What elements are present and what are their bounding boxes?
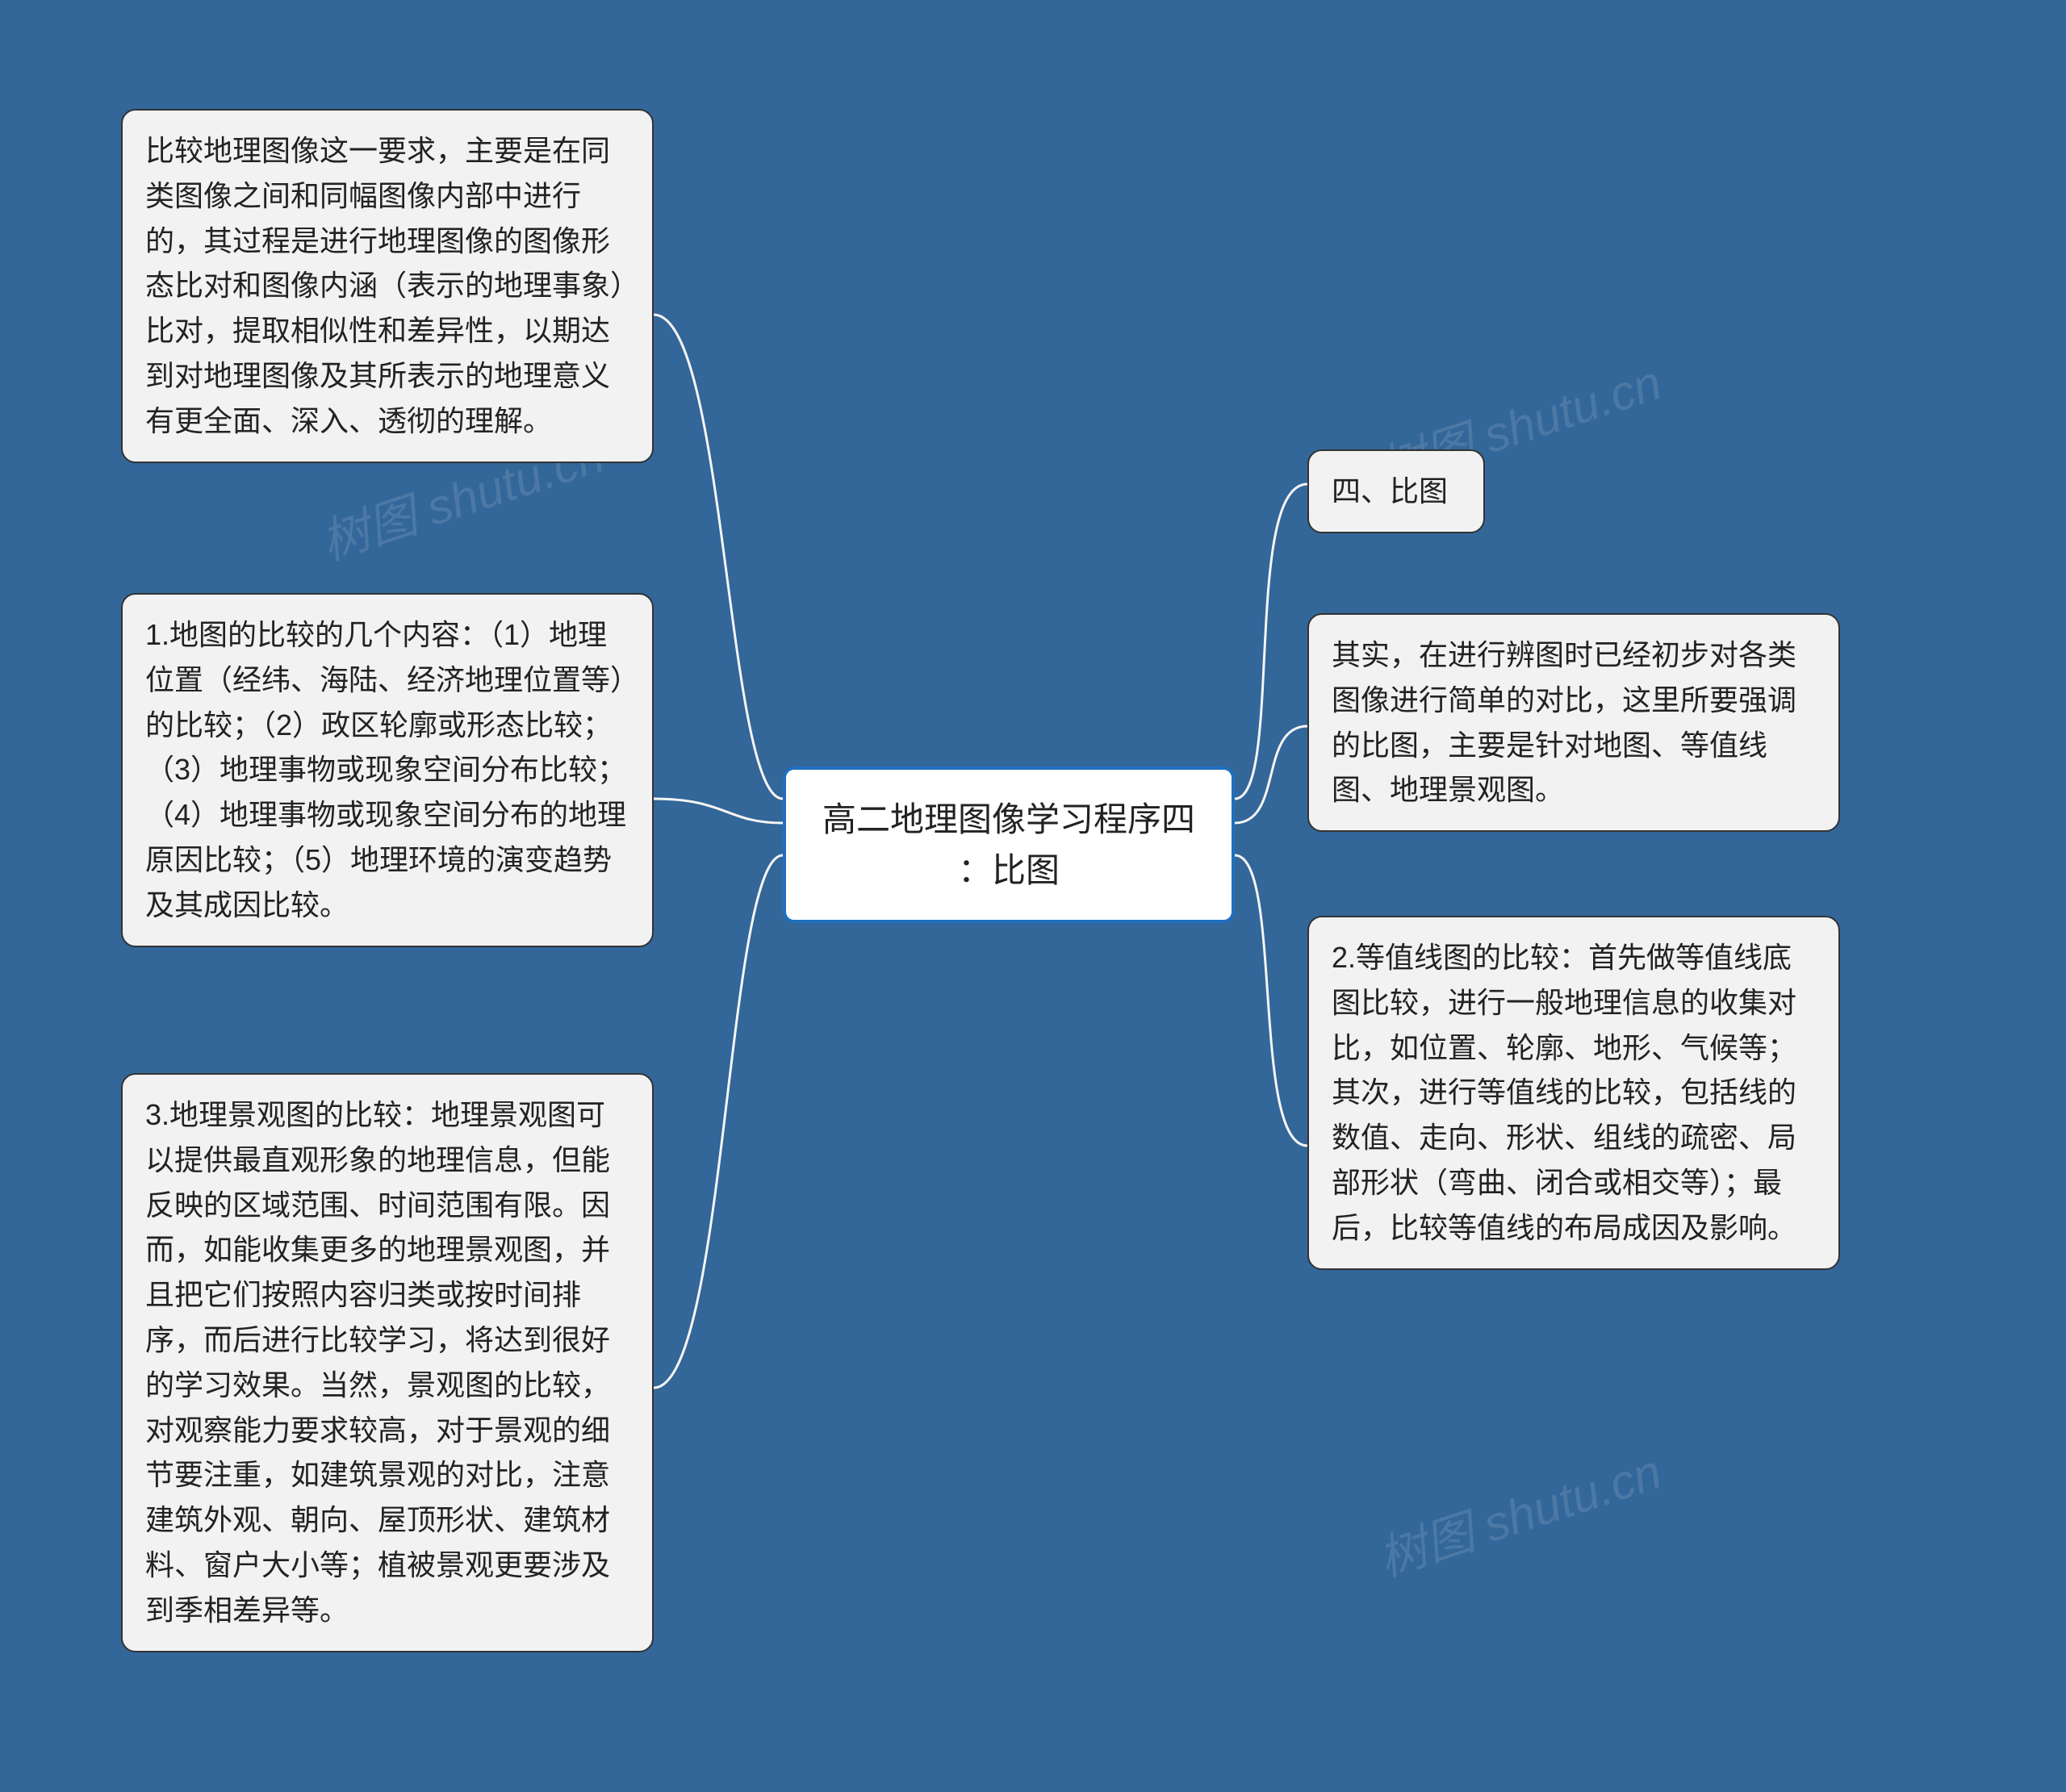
edge: [654, 799, 783, 823]
node-intro[interactable]: 比较地理图像这一要求，主要是在同类图像之间和同幅图像内部中进行的，其过程是进行地…: [121, 109, 654, 463]
edge: [1235, 726, 1307, 823]
mindmap-canvas: 树图 shutu.cn 树图 shutu.cn 树图 shutu.cn 树图 s…: [0, 0, 2066, 1792]
edge: [1235, 484, 1307, 799]
node-emphasis[interactable]: 其实，在进行辨图时已经初步对各类图像进行简单的对比，这里所要强调的比图，主要是针…: [1307, 613, 1840, 832]
edge: [1235, 855, 1307, 1146]
node-title[interactable]: 四、比图: [1307, 449, 1485, 533]
node-isoline-compare[interactable]: 2.等值线图的比较：首先做等值线底图比较，进行一般地理信息的收集对比，如位置、轮…: [1307, 916, 1840, 1270]
edge: [654, 315, 783, 799]
node-map-compare[interactable]: 1.地图的比较的几个内容：（1）地理位置（经纬、海陆、经济地理位置等）的比较；（…: [121, 593, 654, 947]
center-node[interactable]: 高二地理图像学习程序四 ：比图: [783, 767, 1235, 923]
watermark: 树图 shutu.cn: [1368, 1433, 1669, 1590]
node-landscape-compare[interactable]: 3.地理景观图的比较：地理景观图可以提供最直观形象的地理信息，但能反映的区域范围…: [121, 1073, 654, 1652]
edge: [654, 855, 783, 1388]
